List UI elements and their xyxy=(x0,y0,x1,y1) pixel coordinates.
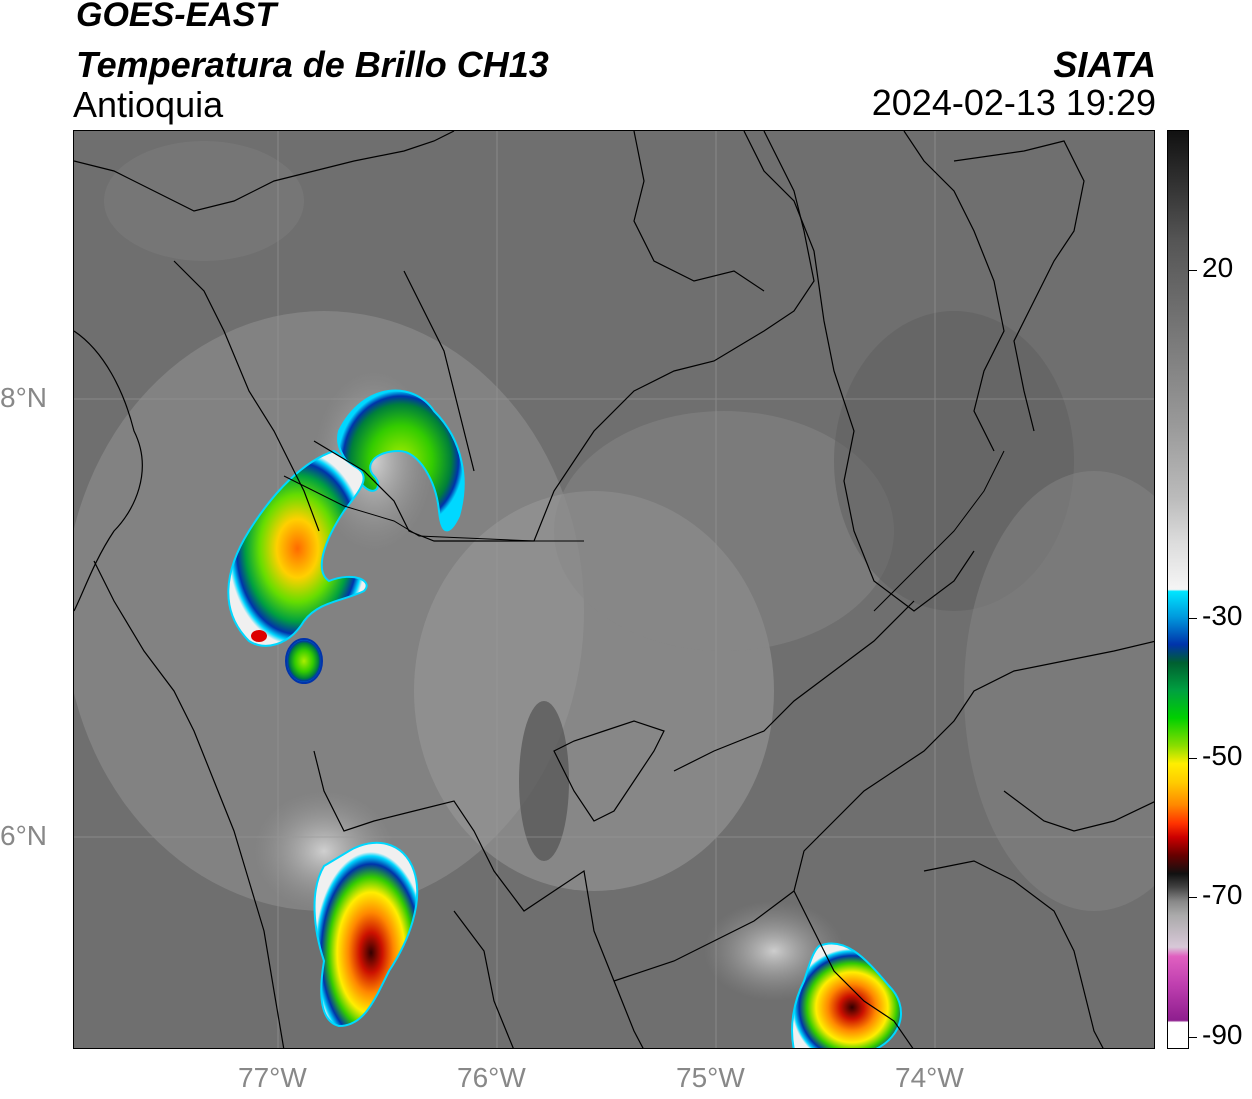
region-label: Antioquia xyxy=(73,84,224,125)
colorbar-tick xyxy=(1189,758,1197,759)
colorbar-tick xyxy=(1189,897,1197,898)
colorbar-label-minus50: -50 xyxy=(1202,740,1243,771)
datetime-label: 2024-02-13 19:29 xyxy=(871,82,1156,123)
brightness-temperature-map xyxy=(73,130,1155,1049)
colorbar-label-minus30: -30 xyxy=(1202,600,1243,631)
colorbar-label-minus90: -90 xyxy=(1202,1019,1243,1050)
organization-label: SIATA xyxy=(1053,44,1156,85)
colorbar-label-20: 20 xyxy=(1202,252,1234,283)
lat-label-6n: 6°N xyxy=(0,820,47,851)
colorbar-tick xyxy=(1189,618,1197,619)
temperature-colorbar xyxy=(1167,130,1189,1049)
colorbar-label-minus70: -70 xyxy=(1202,879,1243,910)
colorbar-tick xyxy=(1189,270,1197,271)
lon-label-74w: 74°W xyxy=(895,1062,964,1093)
lon-label-76w: 76°W xyxy=(457,1062,526,1093)
administrative-borders xyxy=(74,131,1154,1048)
lon-label-77w: 77°W xyxy=(238,1062,307,1093)
lat-label-8n: 8°N xyxy=(0,382,47,413)
colorbar-tick xyxy=(1189,1037,1197,1038)
satellite-title: GOES-EAST xyxy=(76,0,277,34)
map-canvas xyxy=(74,131,1154,1048)
product-title: Temperatura de Brillo CH13 xyxy=(76,44,549,85)
lon-label-75w: 75°W xyxy=(676,1062,745,1093)
